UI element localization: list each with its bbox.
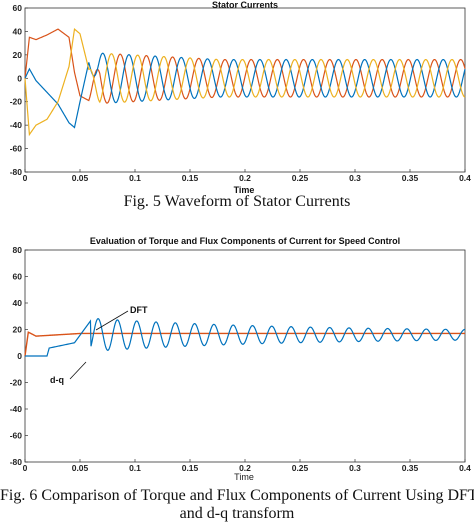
chart2-y-tick-label: 40 [13, 298, 23, 308]
chart2-x-tick-label: 0 [23, 463, 28, 473]
chart1-x-tick-label: 0.2 [239, 173, 251, 183]
chart2-y-tick-label: 80 [13, 245, 23, 255]
chart2-x-tick-label: 0.2 [239, 463, 251, 473]
chart2-x-tick-label: 0.15 [182, 463, 199, 473]
chart1-series-line [24, 27, 466, 137]
chart2-x-tick-label: 0.35 [402, 463, 419, 473]
chart1-x-tick-label: 0.4 [459, 173, 471, 183]
chart1-x-tick-label: 0.3 [349, 173, 361, 183]
chart2-x-tick-label: 0.4 [459, 463, 471, 473]
chart1-y-tick-label: -60 [10, 144, 23, 154]
chart1-y-tick-label: 20 [13, 50, 23, 60]
chart2-x-tick-label: 0.05 [72, 463, 89, 473]
chart1-y-tick-label: 0 [17, 73, 22, 83]
chart1-y-tick-label: 60 [13, 3, 23, 13]
chart1-x-tick-label: 0.05 [72, 173, 89, 183]
chart2-x-tick-label: 0.25 [292, 463, 309, 473]
chart2-y-tick-label: -80 [10, 457, 23, 467]
chart1-y-tick-label: -20 [10, 97, 23, 107]
chart2-series-line [25, 318, 466, 357]
figure6-caption-line1: Fig. 6 Comparison of Torque and Flux Com… [0, 487, 474, 504]
figure5-caption: Fig. 5 Waveform of Stator Currents [123, 193, 351, 210]
chart1-y-tick-label: 40 [13, 26, 23, 36]
dq-annotation-leader [69, 361, 87, 380]
chart2-x-tick-label: 0.3 [349, 463, 361, 473]
chart2-y-tick-label: 0 [17, 351, 22, 361]
chart1-x-axis-label: Time [234, 185, 255, 195]
chart2-plot-frame [24, 249, 466, 463]
chart2-y-tick-label: -40 [10, 404, 23, 414]
chart2-y-tick-label: -20 [10, 378, 23, 388]
chart1-title: Stator Currents [212, 0, 278, 10]
chart1-series-line [24, 52, 466, 129]
dft-annotation-leader [95, 310, 129, 331]
chart1-x-tick-label: 0 [23, 173, 28, 183]
chart2-y-tick-label: -60 [10, 431, 23, 441]
chart1-series-line [24, 28, 466, 104]
chart2-x-tick-label: 0.1 [129, 463, 141, 473]
torque-flux-chart: Evaluation of Torque and Flux Components… [10, 236, 471, 482]
chart2-y-tick-label: 20 [13, 325, 23, 335]
dq-annotation: d-q [50, 375, 64, 385]
stator-currents-chart: Stator Currents 0 0.05 0.1 0.15 0.2 0.25 0.3 0.… [10, 0, 471, 195]
chart2-x-axis-label: Time [234, 472, 254, 482]
chart1-x-tick-label: 0.1 [129, 173, 141, 183]
chart1-x-tick-label: 0.35 [402, 173, 419, 183]
chart1-x-tick-label: 0.15 [182, 173, 199, 183]
dft-annotation: DFT [130, 305, 148, 315]
chart2-y-tick-label: 60 [13, 272, 23, 282]
chart1-x-tick-label: 0.25 [292, 173, 309, 183]
chart2-title: Evaluation of Torque and Flux Components… [90, 236, 400, 246]
chart1-y-tick-label: -80 [10, 167, 23, 177]
figure6-caption-line2: and d-q transform [179, 505, 295, 522]
chart1-y-tick-label: -40 [10, 120, 23, 130]
